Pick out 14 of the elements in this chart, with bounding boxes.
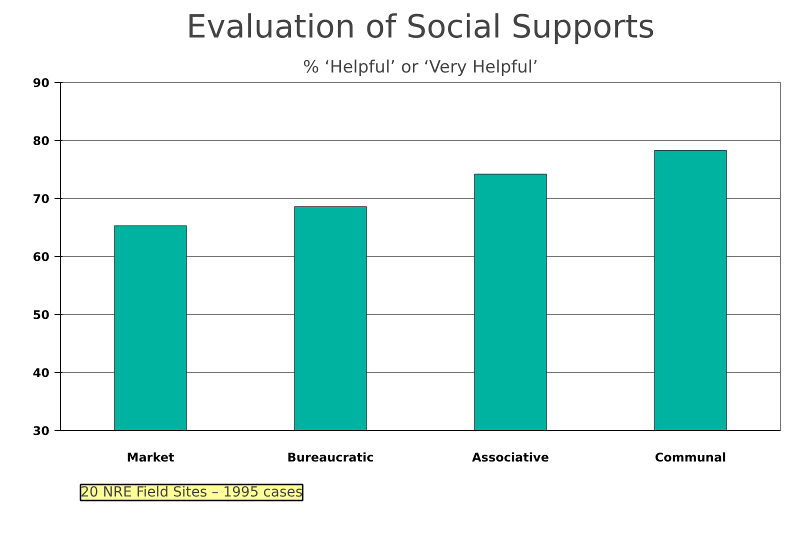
y-tick-label: 70 — [32, 192, 50, 206]
chart-subtitle: % ‘Helpful’ or ‘Very Helpful’ — [302, 58, 538, 78]
x-tick-label: Communal — [654, 450, 726, 464]
text: 20 NRE Field Sites – 1995 cases — [80, 484, 303, 500]
y-tick-label: 90 — [32, 76, 50, 90]
y-tick-label: 30 — [32, 424, 50, 438]
x-tick-label: Associative — [472, 450, 549, 464]
x-tick-label: Market — [126, 450, 175, 464]
y-tick-label: 60 — [32, 250, 50, 264]
y-tick-label: 80 — [32, 134, 50, 148]
chart-title: Evaluation of Social Supports — [186, 8, 655, 46]
y-tick-label: 50 — [32, 308, 50, 322]
y-tick-label: 40 — [32, 366, 50, 380]
x-tick-label: Bureaucratic — [287, 450, 374, 464]
